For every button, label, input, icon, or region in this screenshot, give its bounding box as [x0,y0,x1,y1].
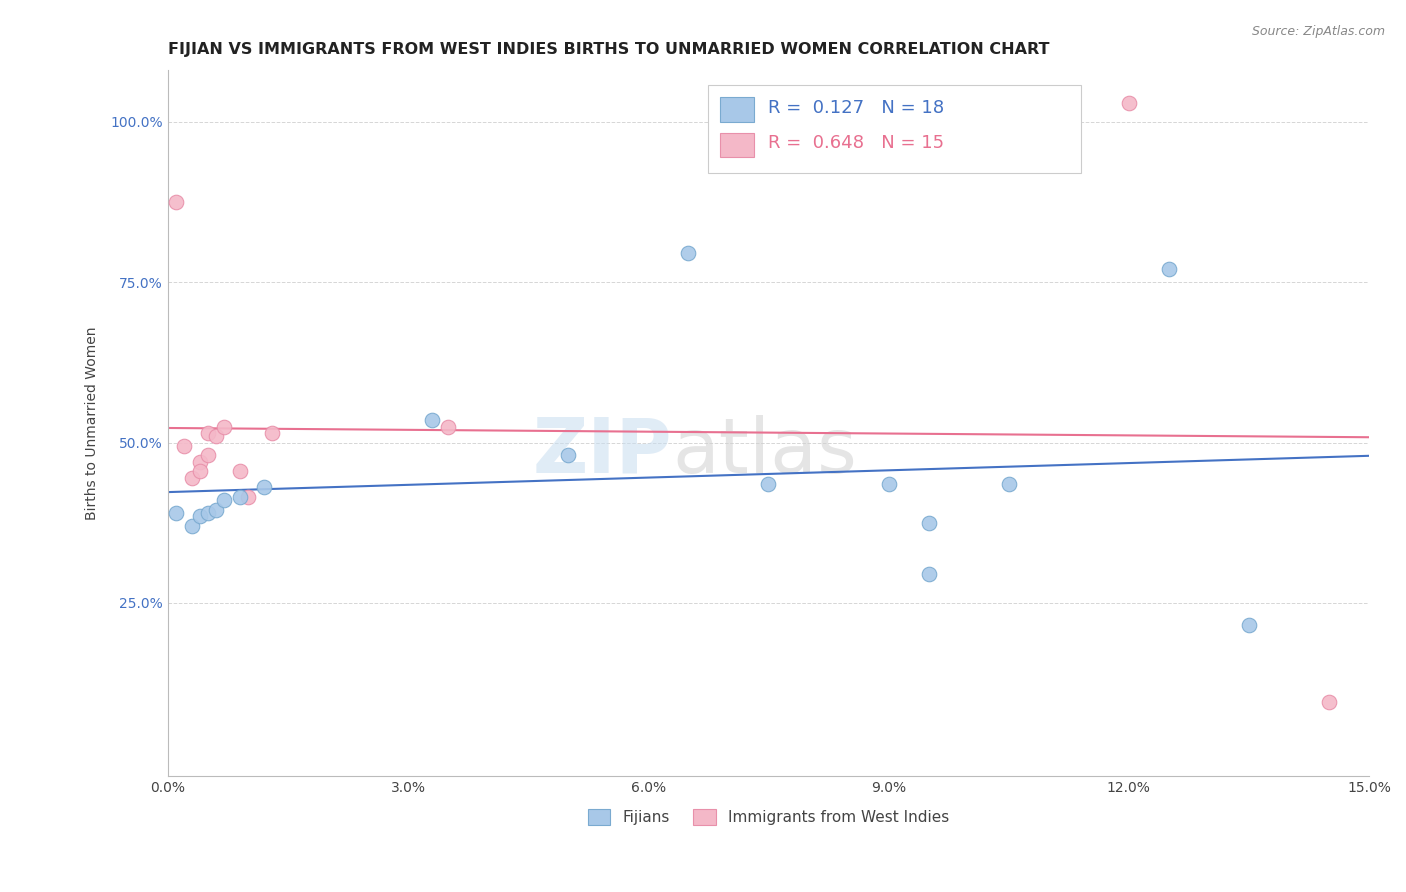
Point [188,509,211,524]
FancyBboxPatch shape [709,85,1081,173]
Point [188,464,211,478]
Point [205,503,228,517]
Point [197,449,219,463]
Point [877,477,900,491]
Point [236,490,259,504]
Legend: Fijians, Immigrants from West Indies: Fijians, Immigrants from West Indies [588,809,949,825]
Point [181,519,204,533]
Point [1317,695,1340,709]
FancyBboxPatch shape [720,97,754,122]
Point [253,480,276,494]
Point [997,477,1019,491]
Point [678,246,700,260]
Text: R =  0.127   N = 18: R = 0.127 N = 18 [769,99,945,117]
Y-axis label: Births to Unmarried Women: Births to Unmarried Women [86,326,100,520]
Point [557,449,579,463]
Point [420,413,443,427]
Point [229,464,252,478]
Point [437,419,460,434]
Point [758,477,780,491]
Point [205,429,228,443]
Point [165,194,187,209]
Point [197,425,219,440]
Point [212,419,235,434]
Text: ZIP: ZIP [533,415,672,489]
FancyBboxPatch shape [720,133,754,157]
Point [260,425,283,440]
Text: Source: ZipAtlas.com: Source: ZipAtlas.com [1251,25,1385,38]
Point [197,506,219,520]
Point [173,439,195,453]
Point [1237,618,1260,632]
Point [181,471,204,485]
Text: FIJIAN VS IMMIGRANTS FROM WEST INDIES BIRTHS TO UNMARRIED WOMEN CORRELATION CHAR: FIJIAN VS IMMIGRANTS FROM WEST INDIES BI… [167,42,1049,57]
Point [1157,262,1180,277]
Point [212,493,235,508]
Point [229,490,252,504]
Point [165,506,187,520]
Text: atlas: atlas [672,415,858,489]
Point [1118,95,1140,110]
Point [917,516,939,530]
Point [917,567,939,582]
Text: R =  0.648   N = 15: R = 0.648 N = 15 [769,134,945,153]
Point [188,455,211,469]
